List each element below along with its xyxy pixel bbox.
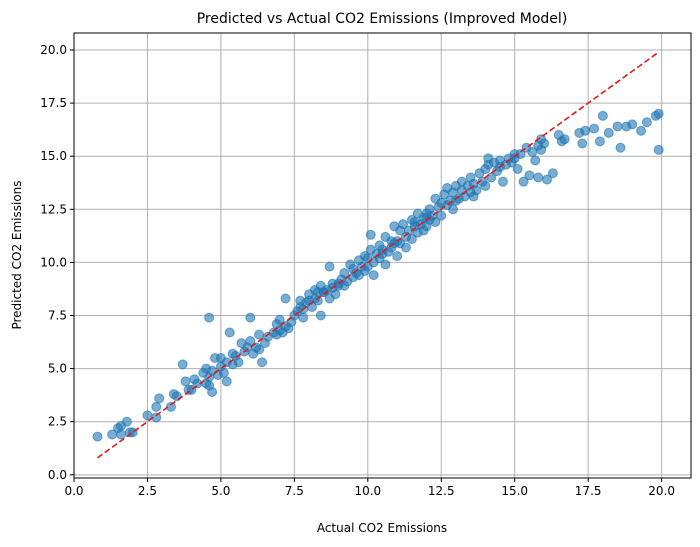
- reference-line: [97, 51, 660, 459]
- x-axis-label: Actual CO2 Emissions: [317, 521, 447, 535]
- scatter-point: [603, 127, 614, 138]
- data-points: [92, 108, 664, 442]
- scatter-point: [518, 176, 529, 187]
- y-axis-label: Predicted CO2 Emissions: [10, 180, 24, 329]
- scatter-point: [254, 344, 265, 355]
- scatter-point: [280, 293, 291, 304]
- scatter-point: [597, 110, 608, 121]
- scatter-point: [318, 287, 329, 298]
- scatter-point: [409, 217, 420, 228]
- scatter-point: [121, 416, 132, 427]
- y-tick-label: 15.0: [40, 149, 67, 163]
- y-tick-label: 12.5: [40, 202, 67, 216]
- scatter-point: [615, 142, 626, 153]
- scatter-point: [430, 217, 441, 228]
- scatter-point: [589, 123, 600, 134]
- scatter-point: [401, 242, 412, 253]
- x-tick-label: 0.0: [64, 484, 83, 498]
- scatter-point: [330, 289, 341, 300]
- scatter-point: [218, 367, 229, 378]
- scatter-point: [151, 412, 162, 423]
- scatter-point: [154, 393, 165, 404]
- plot-frame: [73, 32, 692, 479]
- scatter-point: [177, 359, 188, 370]
- x-tick-label: 5.0: [211, 484, 230, 498]
- scatter-point: [530, 155, 541, 166]
- scatter-point: [233, 357, 244, 368]
- y-tick-label: 2.5: [48, 415, 67, 429]
- scatter-point: [436, 210, 447, 221]
- scatter-point: [365, 229, 376, 240]
- x-tick-label: 20.0: [648, 484, 675, 498]
- x-tick-label: 10.0: [354, 484, 381, 498]
- scatter-point: [221, 376, 232, 387]
- x-tick-label: 12.5: [428, 484, 455, 498]
- y-tick-label: 7.5: [48, 309, 67, 323]
- scatter-point: [324, 261, 335, 272]
- scatter-point: [515, 149, 526, 160]
- scatter-point: [204, 312, 215, 323]
- scatter-point: [533, 172, 544, 183]
- scatter-point: [594, 136, 605, 147]
- scatter-point: [245, 335, 256, 346]
- scatter-point: [380, 259, 391, 270]
- scatter-point: [171, 391, 182, 402]
- x-tick-label: 2.5: [138, 484, 157, 498]
- scatter-point: [257, 357, 268, 368]
- scatter-point: [298, 312, 309, 323]
- scatter-point: [468, 191, 479, 202]
- scatter-point: [539, 138, 550, 149]
- x-tick-label: 15.0: [501, 484, 528, 498]
- y-tick-label: 17.5: [40, 96, 67, 110]
- scatter-point: [151, 401, 162, 412]
- scatter-point: [612, 121, 623, 132]
- y-tick-label: 10.0: [40, 255, 67, 269]
- scatter-point: [524, 170, 535, 181]
- scatter-point: [165, 401, 176, 412]
- scatter-point: [180, 376, 191, 387]
- scatter-point: [641, 117, 652, 128]
- scatter-point: [224, 327, 235, 338]
- scatter-point: [512, 163, 523, 174]
- scatter-point: [245, 312, 256, 323]
- scatter-point: [653, 144, 664, 155]
- scatter-point: [547, 168, 558, 179]
- scatter-point: [636, 125, 647, 136]
- scatter-point: [448, 204, 459, 215]
- scatter-point: [398, 219, 409, 230]
- scatter-point: [580, 125, 591, 136]
- scatter-point: [392, 251, 403, 262]
- scatter-point: [497, 176, 508, 187]
- scatter-point: [207, 386, 218, 397]
- x-tick-label: 17.5: [575, 484, 602, 498]
- x-tick-label: 7.5: [285, 484, 304, 498]
- scatter-point: [274, 314, 285, 325]
- scatter-point: [406, 234, 417, 245]
- scatter-point: [368, 270, 379, 281]
- scatter-point: [377, 248, 388, 259]
- scatter-point: [421, 212, 432, 223]
- scatter-point: [577, 138, 588, 149]
- scatter-point: [116, 429, 127, 440]
- y-tick-label: 20.0: [40, 43, 67, 57]
- scatter-point: [480, 180, 491, 191]
- scatter-point: [271, 329, 282, 340]
- reference-line-group: [97, 51, 660, 459]
- scatter-point: [312, 295, 323, 306]
- chart-title: Predicted vs Actual CO2 Emissions (Impro…: [197, 11, 568, 27]
- scatter-point: [653, 108, 664, 119]
- scatter-point: [627, 119, 638, 130]
- scatter-point: [92, 431, 103, 442]
- scatter-point: [559, 134, 570, 145]
- y-tick-label: 5.0: [48, 362, 67, 376]
- scatter-point: [315, 310, 326, 321]
- axis-ticks: 0.0 2.5 5.0 7.5 10.0 12.5 15.0 17.5 20.0 0.0 2.5 5.…: [40, 43, 675, 498]
- y-tick-label: 0.0: [48, 468, 67, 482]
